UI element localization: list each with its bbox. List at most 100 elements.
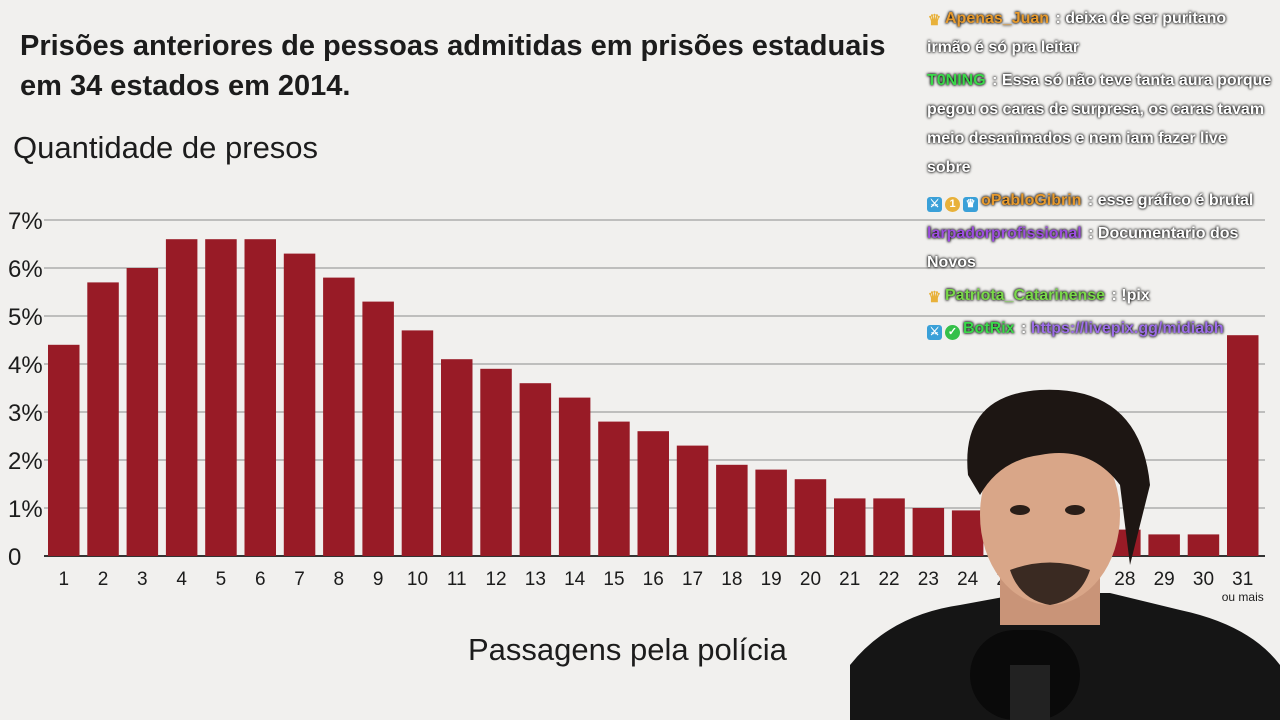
chat-separator: : <box>1083 225 1098 242</box>
bar <box>676 445 709 556</box>
x-tick-label: 14 <box>564 569 586 590</box>
x-tick-label: 15 <box>603 569 624 590</box>
gold-coin-icon: 1 <box>945 197 960 212</box>
y-tick-label: 2% <box>8 448 43 475</box>
y-tick-label: 7% <box>8 208 43 235</box>
chat-text: Documentario dos Novos <box>927 225 1239 271</box>
x-tick-label: 10 <box>407 569 428 590</box>
x-tick-label: 2 <box>98 569 109 590</box>
x-tick-note: ou mais <box>1222 590 1264 604</box>
x-tick-label: 16 <box>643 569 664 590</box>
x-tick-label: 20 <box>800 569 821 590</box>
chat-username[interactable]: BotRix <box>963 320 1015 337</box>
bar <box>165 239 198 556</box>
x-tick-label: 6 <box>255 569 266 590</box>
chat-username[interactable]: Patriota_Catarinense <box>945 287 1106 304</box>
chart-title: Prisões anteriores de pessoas admitidas … <box>20 30 886 102</box>
chat-separator: : <box>1016 320 1031 337</box>
bar <box>1187 534 1220 556</box>
bar <box>716 464 748 556</box>
bar <box>87 282 119 556</box>
chat-text: esse gráfico é brutal <box>1097 192 1254 209</box>
chat-message: ⚔ ✓ BotRix : https://livepix.gg/midiabh <box>927 314 1274 343</box>
chat-text: Essa só não teve tanta aura porque pegou… <box>927 72 1272 176</box>
x-tick-label: 8 <box>334 569 345 590</box>
bar <box>637 431 669 556</box>
y-tick-label: 0 <box>8 544 21 571</box>
chat-username[interactable]: Apenas_Juan <box>945 10 1050 27</box>
bar <box>912 508 945 556</box>
check-icon: ✓ <box>945 325 960 340</box>
x-tick-label: 13 <box>525 569 546 590</box>
chat-separator: : <box>1051 10 1066 27</box>
y-axis-label: Quantidade de presos <box>13 130 319 165</box>
bar <box>951 510 984 556</box>
x-tick-label: 12 <box>485 569 506 590</box>
x-axis-label: Passagens pela polícia <box>468 632 787 667</box>
x-tick-label: 7 <box>294 569 305 590</box>
crown-icon: ♛ <box>927 12 942 29</box>
bar <box>362 301 394 556</box>
bar <box>480 368 512 556</box>
x-tick-label: 5 <box>216 569 227 590</box>
chat-text: deixa de ser puritano irmão é só pra lei… <box>927 10 1227 56</box>
y-tick-label: 1% <box>8 496 43 523</box>
x-tick-label: 18 <box>721 569 742 590</box>
bar <box>441 359 473 556</box>
x-tick-label: 11 <box>447 569 467 590</box>
bar <box>558 397 591 556</box>
chat-message: T0NING : Essa só não teve tanta aura por… <box>927 66 1274 182</box>
chat-text: https://livepix.gg/midiabh <box>1030 320 1224 337</box>
chat-text: !pix <box>1121 287 1150 304</box>
chat-message: ♛ Patriota_Catarinense : !pix <box>927 281 1274 310</box>
bar <box>598 421 630 556</box>
x-tick-label: 19 <box>761 569 782 590</box>
x-tick-label: 17 <box>682 569 703 590</box>
webcam-person-image <box>850 389 1280 720</box>
x-tick-label: 28 <box>1114 569 1135 590</box>
x-tick-label: 1 <box>58 569 69 590</box>
bar <box>205 239 237 556</box>
moderator-icon: ⚔ <box>927 197 942 212</box>
moderator-icon: ⚔ <box>927 325 942 340</box>
y-tick-label: 5% <box>8 304 43 331</box>
crown-icon: ♛ <box>927 289 942 306</box>
y-tick-label: 4% <box>8 352 43 379</box>
x-tick-label: 22 <box>878 569 899 590</box>
chat-username[interactable]: larpadorprofissional <box>927 225 1082 242</box>
x-tick-label: 29 <box>1154 569 1175 590</box>
chat-username[interactable]: oPabloGibrin <box>981 192 1082 209</box>
y-tick-label: 6% <box>8 256 43 283</box>
y-tick-label: 3% <box>8 400 43 427</box>
chat-separator: : <box>987 72 1002 89</box>
bar <box>519 383 552 556</box>
x-tick-label: 24 <box>957 569 979 590</box>
chat-message: ♛ Apenas_Juan : deixa de ser puritano irm… <box>927 4 1274 62</box>
x-tick-label: 21 <box>839 569 860 590</box>
chat-username[interactable]: T0NING <box>927 72 986 89</box>
bar <box>834 498 866 556</box>
chat-separator: : <box>1083 192 1098 209</box>
bar <box>755 469 787 556</box>
x-tick-label: 9 <box>373 569 384 590</box>
x-tick-label: 4 <box>176 569 187 590</box>
bar <box>1148 534 1180 556</box>
chat-separator: : <box>1107 287 1122 304</box>
x-tick-label: 3 <box>137 569 148 590</box>
chat-overlay: ♛ Apenas_Juan : deixa de ser puritano irm… <box>918 4 1274 347</box>
bar <box>283 253 316 556</box>
bar <box>401 330 434 556</box>
chat-message: larpadorprofissional : Documentario dos … <box>927 219 1274 277</box>
bar <box>873 498 905 556</box>
x-tick-label: 30 <box>1193 569 1214 590</box>
x-tick-label: 31 <box>1232 569 1253 590</box>
x-tick-label: 23 <box>918 569 939 590</box>
bar <box>126 268 159 556</box>
bar <box>48 344 80 556</box>
bar <box>1227 335 1259 556</box>
bar <box>323 277 355 556</box>
crown-box-icon: ♛ <box>963 197 978 212</box>
bar <box>794 479 827 556</box>
bar <box>244 239 276 556</box>
